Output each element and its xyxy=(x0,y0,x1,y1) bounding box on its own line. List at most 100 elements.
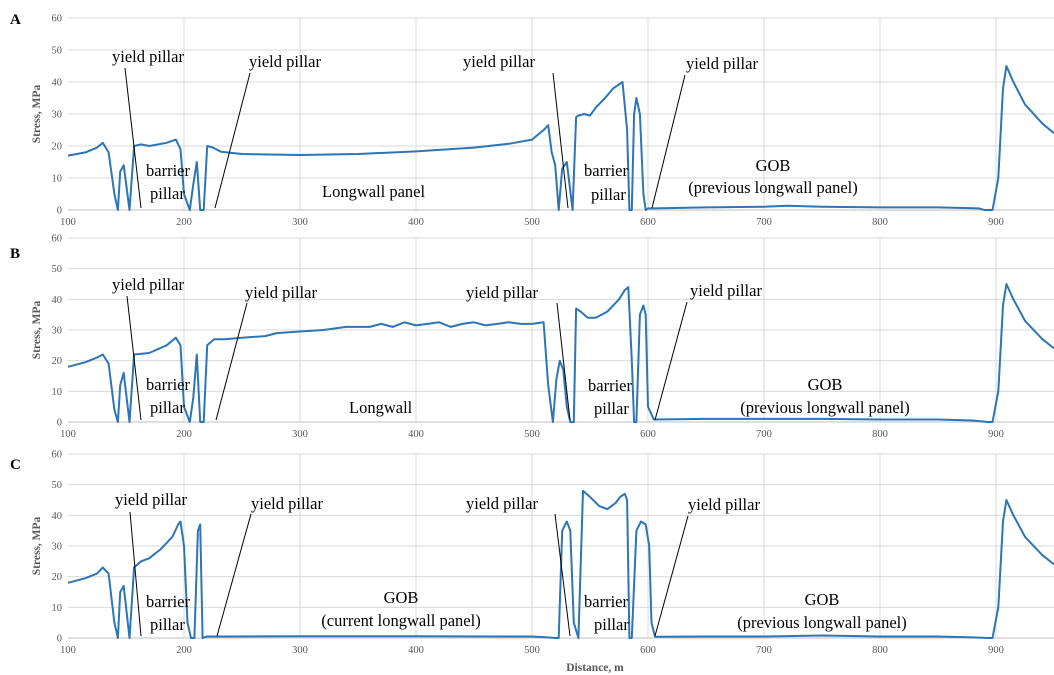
y-axis-title: Stress, MPa xyxy=(31,84,43,143)
x-tick-label: 600 xyxy=(640,429,656,440)
x-tick-label: 100 xyxy=(60,217,76,228)
x-tick-label: 700 xyxy=(756,429,772,440)
annotation-label: yield pillar xyxy=(466,283,538,302)
annotation-label: (previous longwall panel) xyxy=(740,398,910,417)
x-tick-label: 400 xyxy=(408,645,424,656)
y-tick-label: 60 xyxy=(52,234,63,245)
annotation-leader-line xyxy=(554,513,571,637)
y-tick-label: 50 xyxy=(52,264,63,275)
annotation-label: barrier xyxy=(146,592,190,611)
x-tick-label: 500 xyxy=(524,217,540,228)
annotation-leader-line xyxy=(556,302,571,421)
annotation-label: yield pillar xyxy=(251,494,323,513)
chart-panel-a: A 0 10 20 30 40 50 60 100 200 300 400 500 600 700 800 90… xyxy=(10,12,1054,228)
x-tick-label: 900 xyxy=(988,217,1004,228)
x-tick-label: 800 xyxy=(872,217,888,228)
x-tick-label: 400 xyxy=(408,429,424,440)
annotation-label: pillar xyxy=(150,615,185,634)
annotation-label: barrier xyxy=(588,376,632,395)
annotation-label: yield pillar xyxy=(245,283,317,302)
annotation-label: (previous longwall panel) xyxy=(737,613,907,632)
annotation-leader-line xyxy=(126,295,142,421)
annotation-label: barrier xyxy=(146,375,190,394)
annotation-label: yield pillar xyxy=(463,52,535,71)
annotation-label: GOB xyxy=(808,375,843,394)
annotation-label: yield pillar xyxy=(466,494,538,513)
panel-letter: C xyxy=(10,457,21,473)
annotation-label: yield pillar xyxy=(112,47,184,66)
annotation-label: barrier xyxy=(584,592,628,611)
x-tick-label: 200 xyxy=(176,217,192,228)
y-tick-label: 30 xyxy=(52,542,63,553)
annotation-label: yield pillar xyxy=(115,490,187,509)
annotation-label: GOB xyxy=(805,590,840,609)
x-tick-label: 200 xyxy=(176,429,192,440)
x-tick-label: 200 xyxy=(176,645,192,656)
y-tick-label: 40 xyxy=(52,511,63,522)
x-tick-label: 900 xyxy=(988,645,1004,656)
y-tick-label: 40 xyxy=(52,78,63,89)
y-tick-label: 0 xyxy=(57,418,62,429)
panel-letter: B xyxy=(10,246,20,262)
y-tick-label: 50 xyxy=(52,46,63,57)
stress-series-line xyxy=(67,489,1054,639)
chart-panel-c: C 0 10 20 30 40 50 60 100 200 300 400 500 600 700 800 90… xyxy=(10,450,1054,674)
annotation-label: pillar xyxy=(594,399,629,418)
x-tick-label: 100 xyxy=(60,429,76,440)
y-tick-label: 10 xyxy=(52,387,63,398)
annotation-leader-line xyxy=(124,67,142,209)
annotation-leader-line xyxy=(651,74,686,209)
annotation-leader-line xyxy=(215,302,248,421)
annotation-label: (previous longwall panel) xyxy=(688,178,858,197)
annotation-label: GOB xyxy=(384,588,419,607)
annotation-label: barrier xyxy=(584,161,628,180)
y-tick-label: 0 xyxy=(57,206,62,217)
annotation-leader-line xyxy=(552,72,569,209)
annotation-label: pillar xyxy=(150,398,185,417)
x-tick-label: 700 xyxy=(756,645,772,656)
x-tick-label: 600 xyxy=(640,217,656,228)
annotation-label: pillar xyxy=(591,185,626,204)
annotation-label: yield pillar xyxy=(249,52,321,71)
y-tick-label: 20 xyxy=(52,142,63,153)
x-axis-title: Distance, m xyxy=(566,662,624,674)
annotation-leader-line xyxy=(214,72,251,209)
x-tick-label: 600 xyxy=(640,645,656,656)
y-tick-label: 30 xyxy=(52,110,63,121)
annotation-label: pillar xyxy=(150,184,185,203)
x-tick-label: 500 xyxy=(524,645,540,656)
y-tick-label: 40 xyxy=(52,295,63,306)
y-tick-label: 60 xyxy=(52,14,63,25)
annotation-label: Longwall xyxy=(349,398,413,417)
annotation-label: GOB xyxy=(756,156,791,175)
annotation-label: yield pillar xyxy=(690,281,762,300)
x-tick-label: 400 xyxy=(408,217,424,228)
y-tick-label: 10 xyxy=(52,603,63,614)
y-tick-label: 20 xyxy=(52,572,63,583)
annotation-label: barrier xyxy=(146,161,190,180)
x-tick-label: 100 xyxy=(60,645,76,656)
y-tick-label: 10 xyxy=(52,174,63,185)
y-tick-label: 20 xyxy=(52,356,63,367)
x-tick-label: 800 xyxy=(872,429,888,440)
annotation-label: (current longwall panel) xyxy=(321,611,480,630)
x-tick-label: 300 xyxy=(292,429,308,440)
annotation-label: Longwall panel xyxy=(322,182,426,201)
panel-letter: A xyxy=(10,12,21,28)
stress-series-line xyxy=(67,283,1054,423)
x-tick-label: 500 xyxy=(524,429,540,440)
annotation-leader-line xyxy=(129,511,142,637)
annotation-label: yield pillar xyxy=(112,275,184,294)
y-tick-label: 60 xyxy=(52,450,63,461)
annotation-label: yield pillar xyxy=(686,54,758,73)
x-tick-label: 700 xyxy=(756,217,772,228)
annotation-label: pillar xyxy=(594,615,629,634)
stress-series-line xyxy=(67,65,1054,211)
y-axis-title: Stress, MPa xyxy=(31,516,43,575)
annotation-label: yield pillar xyxy=(688,495,760,514)
x-tick-label: 800 xyxy=(872,645,888,656)
annotation-leader-line xyxy=(216,513,252,637)
annotation-leader-line xyxy=(654,301,688,421)
y-axis-title: Stress, MPa xyxy=(31,300,43,359)
